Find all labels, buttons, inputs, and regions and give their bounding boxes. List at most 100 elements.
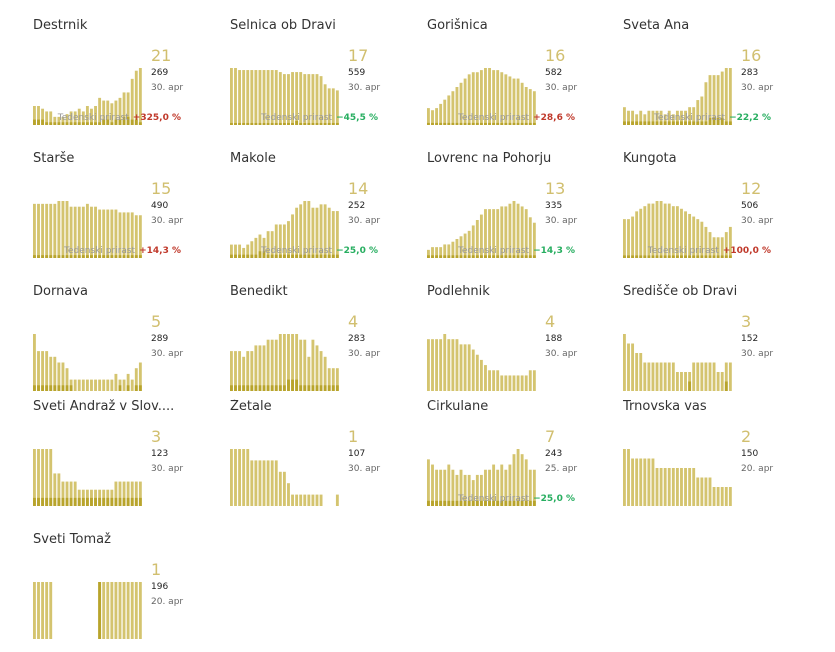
bar xyxy=(270,339,274,391)
bar xyxy=(126,373,130,391)
bar-highlight xyxy=(327,385,331,391)
bar-highlight xyxy=(467,122,471,125)
bar xyxy=(696,477,700,506)
bar-highlight xyxy=(250,385,254,391)
current-value: 14 xyxy=(348,179,369,198)
bar xyxy=(475,72,479,125)
bar xyxy=(643,114,647,125)
bar xyxy=(463,78,467,125)
bar-highlight xyxy=(114,255,118,258)
bar-highlight xyxy=(508,500,512,506)
bar xyxy=(242,247,246,258)
bar-highlight xyxy=(69,385,73,391)
date-label: 30. apr xyxy=(545,349,578,359)
weekly-growth-value: −25,0 % xyxy=(533,494,575,504)
card-title: Selnica ob Dravi xyxy=(230,18,336,33)
bar xyxy=(287,74,290,125)
bar-highlight xyxy=(724,381,728,391)
bar xyxy=(684,211,687,258)
bar-highlight xyxy=(488,122,491,125)
date-label: 30. apr xyxy=(741,216,774,226)
bar-highlight xyxy=(671,255,675,258)
bar xyxy=(94,206,97,258)
bar xyxy=(57,362,61,391)
bar-highlight xyxy=(443,122,447,125)
bar xyxy=(532,222,536,258)
bar-highlight xyxy=(708,117,712,125)
bar xyxy=(278,72,282,125)
bar xyxy=(488,209,491,258)
bar-highlight xyxy=(230,254,233,258)
bar-highlight xyxy=(126,497,130,506)
bar xyxy=(138,481,142,506)
bar xyxy=(315,207,319,258)
bar-highlight xyxy=(319,122,323,125)
bar-highlight xyxy=(110,255,114,258)
bar-highlight xyxy=(69,497,73,506)
bar xyxy=(242,70,246,125)
bar xyxy=(516,203,520,258)
bar-highlight xyxy=(508,255,512,258)
bar xyxy=(134,215,138,258)
date-label: 30. apr xyxy=(741,349,774,359)
current-value: 16 xyxy=(545,46,566,65)
bar-highlight xyxy=(90,255,93,258)
bar-highlight xyxy=(33,255,36,258)
bar-highlight xyxy=(323,385,327,391)
bar-highlight xyxy=(319,254,323,258)
bar xyxy=(439,247,443,258)
bar xyxy=(504,74,508,125)
bar xyxy=(488,68,491,125)
bar-highlight xyxy=(524,122,528,125)
bar-highlight xyxy=(512,255,516,258)
bar-highlight xyxy=(335,122,339,125)
total-value: 269 xyxy=(151,68,169,78)
municipality-card-zetale: Žetale 1 107 30. apr xyxy=(230,399,410,519)
bar xyxy=(246,70,250,125)
bar-highlight xyxy=(500,500,504,506)
bar xyxy=(102,379,106,391)
weekly-growth-label: Tedenski prirast xyxy=(261,246,333,256)
bar xyxy=(512,454,516,506)
bar-highlight xyxy=(118,255,122,258)
bar xyxy=(246,351,250,391)
bar xyxy=(635,211,639,258)
bar-highlight xyxy=(287,254,290,258)
bar xyxy=(41,449,45,506)
bar-highlight xyxy=(130,119,134,125)
bar-highlight xyxy=(98,255,102,258)
bar xyxy=(692,216,696,258)
bar xyxy=(651,110,655,125)
bar xyxy=(708,75,712,125)
municipality-card-sredisce-ob-dravi: Središče ob Dravi 3 152 30. apr xyxy=(623,284,803,404)
bar xyxy=(688,468,692,506)
bar xyxy=(299,339,303,391)
bar xyxy=(323,356,327,391)
bar-highlight xyxy=(57,255,61,258)
bar-highlight xyxy=(439,122,443,125)
sparkline-bar-chart xyxy=(230,68,339,125)
bar-highlight xyxy=(238,254,242,258)
bar xyxy=(234,449,237,506)
bar xyxy=(435,247,439,258)
bar xyxy=(73,481,77,506)
bar xyxy=(704,82,708,125)
weekly-growth: Tedenski prirast −45,5 % xyxy=(261,113,378,123)
current-value: 3 xyxy=(741,312,752,331)
sparkline-bar-chart xyxy=(427,201,536,258)
bar xyxy=(627,449,630,506)
bar xyxy=(295,334,299,391)
bar xyxy=(118,481,122,506)
bar xyxy=(266,339,270,391)
bar xyxy=(692,107,696,125)
bar-highlight xyxy=(242,385,246,391)
bar xyxy=(728,68,732,125)
bar-highlight xyxy=(106,119,110,125)
bar-highlight xyxy=(303,385,307,391)
bar xyxy=(319,76,323,125)
bar-highlight xyxy=(431,255,434,258)
bar-highlight xyxy=(443,255,447,258)
bar xyxy=(627,110,630,125)
bar xyxy=(102,489,106,506)
bar-highlight xyxy=(270,122,274,125)
